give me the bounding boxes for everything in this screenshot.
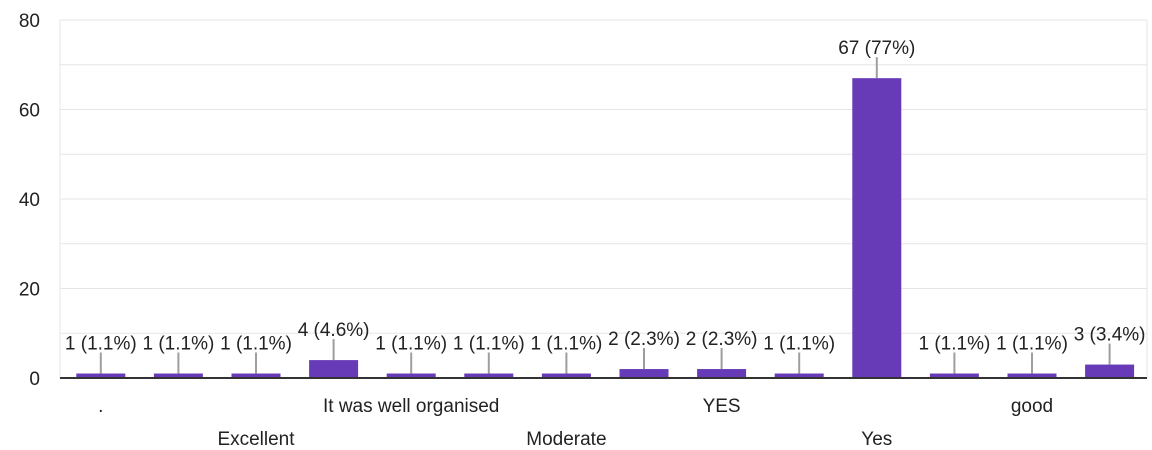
- data-label: 1 (1.1%): [918, 334, 990, 355]
- data-label: 3 (3.4%): [1074, 325, 1146, 346]
- data-label: 4 (4.6%): [298, 320, 370, 341]
- x-tick-label: Excellent: [217, 429, 295, 450]
- bar[interactable]: [697, 369, 747, 378]
- x-tick-label: .: [98, 396, 103, 417]
- bar[interactable]: [153, 373, 203, 378]
- bar[interactable]: [76, 373, 126, 378]
- data-label: 1 (1.1%): [142, 334, 214, 355]
- bar[interactable]: [929, 373, 979, 378]
- y-tick-label: 20: [19, 280, 40, 301]
- bar[interactable]: [464, 373, 514, 378]
- data-label: 2 (2.3%): [686, 329, 758, 350]
- x-tick-label: Yes: [861, 429, 892, 450]
- y-tick-label: 0: [29, 369, 40, 390]
- x-tick-label: good: [1011, 396, 1053, 417]
- y-tick-label: 60: [19, 101, 40, 122]
- y-tick-label: 40: [19, 190, 40, 211]
- data-label: 1 (1.1%): [763, 334, 835, 355]
- bar[interactable]: [619, 369, 669, 378]
- data-label: 1 (1.1%): [453, 334, 525, 355]
- data-label: 1 (1.1%): [530, 334, 602, 355]
- data-label: 1 (1.1%): [220, 334, 292, 355]
- bar[interactable]: [1007, 373, 1057, 378]
- bar[interactable]: [1085, 364, 1135, 378]
- data-label: 67 (77%): [838, 38, 915, 59]
- bar[interactable]: [231, 373, 281, 378]
- x-tick-label: Moderate: [526, 429, 606, 450]
- bar[interactable]: [386, 373, 436, 378]
- x-tick-label: It was well organised: [323, 396, 499, 417]
- x-tick-label: YES: [703, 396, 741, 417]
- y-tick-label: 80: [19, 11, 40, 32]
- data-label: 1 (1.1%): [375, 334, 447, 355]
- bar[interactable]: [309, 360, 359, 378]
- data-label: 1 (1.1%): [65, 334, 137, 355]
- data-label: 2 (2.3%): [608, 329, 680, 350]
- data-label: 1 (1.1%): [996, 334, 1068, 355]
- bar[interactable]: [852, 78, 902, 379]
- bar[interactable]: [774, 373, 824, 378]
- bar[interactable]: [541, 373, 591, 378]
